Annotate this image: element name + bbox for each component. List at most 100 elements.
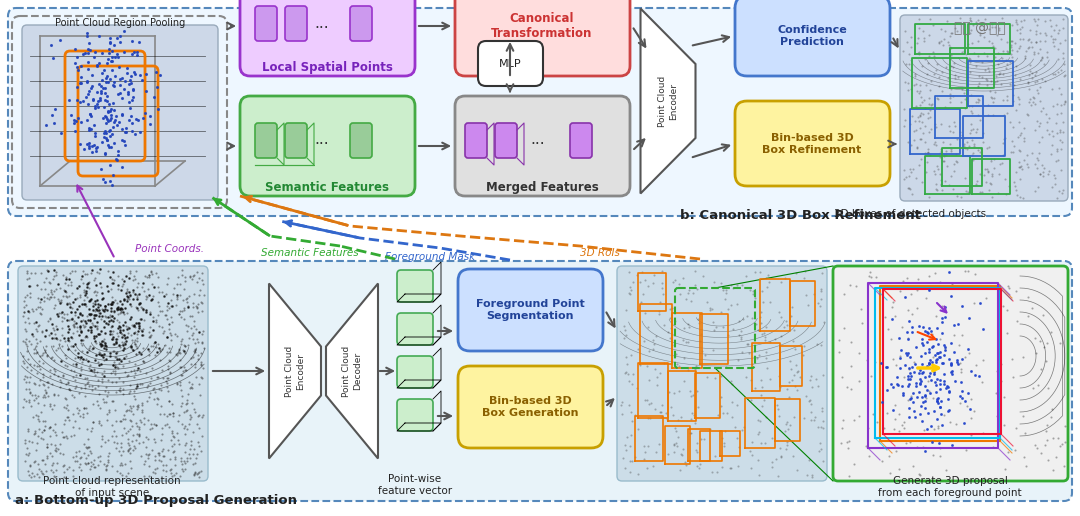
Point	[951, 399, 969, 408]
Point	[1029, 89, 1047, 97]
Point	[104, 340, 121, 348]
Point	[85, 121, 103, 129]
Point	[664, 341, 681, 349]
Point	[929, 324, 946, 332]
Point	[910, 470, 928, 478]
Point	[127, 116, 145, 124]
Point	[645, 336, 662, 344]
Point	[780, 425, 797, 433]
Point	[1044, 36, 1062, 44]
Point	[125, 68, 143, 76]
Point	[106, 314, 123, 322]
Point	[928, 180, 945, 188]
Point	[113, 461, 131, 470]
Point	[919, 109, 936, 117]
Point	[118, 289, 135, 297]
Point	[932, 283, 949, 292]
Point	[76, 296, 93, 304]
Point	[132, 299, 149, 307]
Point	[105, 361, 122, 369]
Point	[73, 272, 91, 280]
Point	[147, 68, 164, 76]
Point	[89, 318, 106, 326]
Point	[40, 295, 57, 303]
Point	[165, 471, 183, 479]
Point	[1016, 454, 1034, 462]
Point	[108, 155, 125, 164]
Point	[65, 119, 82, 127]
Point	[799, 301, 816, 310]
Point	[191, 391, 208, 399]
Point	[717, 286, 734, 294]
Point	[162, 465, 179, 473]
Point	[926, 370, 943, 379]
Point	[119, 439, 136, 447]
Point	[50, 391, 67, 399]
Point	[79, 326, 96, 334]
Point	[91, 330, 108, 338]
Point	[1050, 45, 1067, 53]
Point	[50, 340, 67, 348]
Point	[193, 374, 211, 382]
Point	[896, 361, 914, 369]
Point	[82, 296, 99, 304]
Point	[866, 358, 883, 366]
Point	[168, 293, 186, 301]
Point	[104, 335, 121, 343]
Point	[732, 333, 750, 341]
Point	[842, 362, 860, 370]
Point	[629, 344, 646, 352]
Point	[999, 448, 1016, 457]
Point	[54, 313, 71, 321]
Point	[962, 126, 980, 134]
Point	[929, 375, 946, 383]
Point	[662, 324, 679, 332]
Point	[92, 301, 109, 309]
Point	[158, 466, 175, 475]
Point	[125, 392, 143, 400]
Point	[781, 393, 798, 401]
Point	[1050, 28, 1067, 37]
Point	[986, 164, 1003, 172]
Point	[640, 400, 658, 408]
Point	[168, 429, 186, 438]
Point	[137, 70, 154, 78]
Point	[83, 382, 100, 391]
Point	[762, 458, 780, 466]
Point	[1036, 17, 1053, 25]
Point	[131, 432, 148, 440]
Point	[623, 416, 640, 425]
Point	[57, 404, 75, 412]
Point	[677, 295, 694, 303]
Point	[922, 422, 940, 430]
Point	[15, 303, 32, 311]
Point	[131, 127, 148, 136]
Point	[769, 405, 786, 413]
Point	[136, 108, 153, 117]
Point	[44, 275, 62, 283]
Point	[158, 377, 175, 385]
Point	[36, 293, 53, 301]
Point	[124, 288, 141, 296]
Point	[164, 472, 181, 480]
Point	[99, 127, 117, 136]
Point	[42, 293, 59, 301]
Point	[82, 112, 99, 120]
Point	[757, 348, 774, 356]
Point	[79, 374, 96, 382]
Point	[102, 75, 119, 84]
Point	[16, 297, 33, 305]
Point	[171, 411, 188, 420]
Point	[170, 349, 187, 357]
Point	[35, 435, 52, 443]
Point	[831, 348, 848, 356]
Point	[712, 279, 729, 287]
Point	[935, 351, 953, 359]
Point	[93, 351, 110, 359]
Point	[1010, 94, 1027, 103]
Point	[930, 103, 947, 111]
Point	[84, 82, 102, 90]
Point	[98, 306, 116, 314]
Point	[757, 439, 774, 447]
Point	[984, 192, 1001, 201]
